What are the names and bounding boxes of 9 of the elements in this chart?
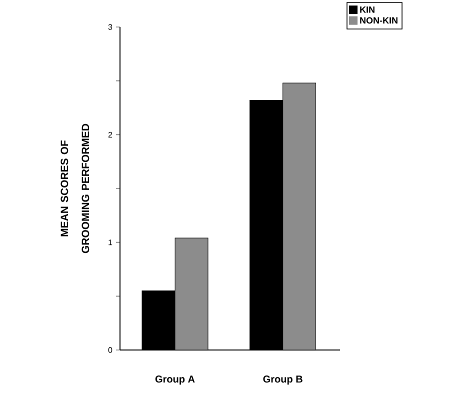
y-tick-label: 0: [108, 347, 112, 353]
x-tick-label: Group B: [263, 376, 302, 385]
x-tick-label: Group A: [155, 376, 195, 385]
y-tick-label: 1: [108, 240, 112, 246]
y-tick-label: 3: [108, 24, 112, 30]
legend-label: KIN: [360, 6, 374, 13]
y-tick-label: 2: [108, 132, 112, 138]
legend-label: NON-KIN: [360, 17, 398, 24]
text: MEAN SCORES OF GROOMING PERFORMED: [60, 124, 90, 254]
